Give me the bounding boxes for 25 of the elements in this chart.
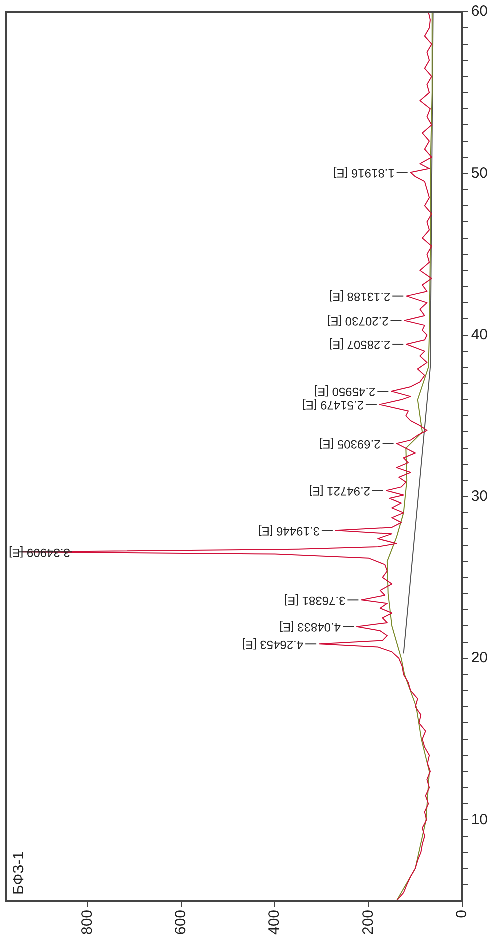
- annotation: 3.34909 [E]: [8, 546, 70, 560]
- x-tick-label: 800: [79, 910, 96, 936]
- x-tick-label: 200: [360, 910, 377, 936]
- y-tick-label: 10: [471, 811, 488, 828]
- annotation: 3.19446 [E]: [258, 524, 320, 538]
- annotation: 2.69305 [E]: [319, 437, 381, 452]
- annotation: 2.28507 [E]: [329, 338, 391, 352]
- annotation: 2.20730 [E]: [327, 314, 389, 328]
- y-tick-label: 50: [471, 164, 488, 182]
- annotation: 1.81916 [E]: [333, 166, 395, 180]
- y-tick-label: 30: [471, 488, 488, 506]
- y-tick-label: 60: [471, 3, 488, 20]
- y-tick-label: 40: [471, 326, 488, 344]
- annotation: 2.13188 [E]: [329, 290, 391, 304]
- x-tick-label: 600: [172, 910, 190, 936]
- annotation: 2.51479 [E]: [302, 398, 364, 412]
- annotation: 4.26453 [E]: [242, 638, 304, 652]
- y-tick-label: 20: [471, 650, 488, 667]
- x-tick-label: 400: [266, 910, 284, 936]
- x-tick-label: 0: [453, 910, 470, 918]
- annotation: 4.04833 [E]: [280, 620, 342, 635]
- text: БФЗ-1: [10, 851, 28, 895]
- annotation: 2.94721 [E]: [309, 484, 370, 498]
- annotation: 2.45950 [E]: [314, 385, 376, 400]
- annotation: 3.76381 [E]: [284, 594, 346, 608]
